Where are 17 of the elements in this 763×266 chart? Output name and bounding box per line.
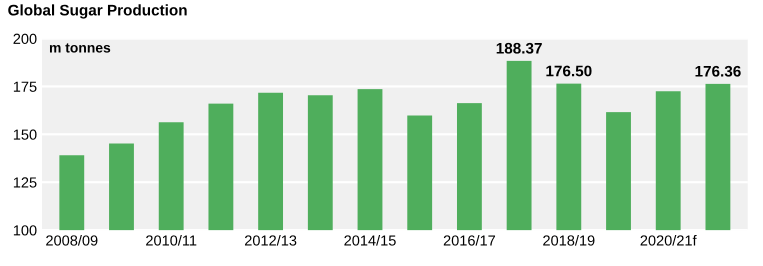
y-tick-label: 150 <box>14 129 37 140</box>
y-tick-label: 200 <box>14 34 37 44</box>
x-tick-label: 2008/09 <box>46 234 98 246</box>
y-tick-label: 175 <box>14 82 36 92</box>
x-tick-label: 2010/11 <box>146 234 196 246</box>
chart-title: Global Sugar Production <box>8 4 187 19</box>
data-label: 176.36 <box>696 66 741 77</box>
x-tick-label: 2012/13 <box>244 234 296 246</box>
x-tick-label: 2018/19 <box>543 234 594 246</box>
data-label: 188.37 <box>496 42 542 54</box>
data-label: 176.50 <box>546 66 592 76</box>
y-tick-label: 125 <box>14 177 36 188</box>
x-tick-label: 2014/15 <box>344 234 396 246</box>
x-tick-label: 2020/21f <box>640 234 697 246</box>
y-axis-title: m tonnes <box>50 43 110 53</box>
y-tick-label: 100 <box>14 225 37 236</box>
x-tick-label: 2016/17 <box>444 234 496 246</box>
